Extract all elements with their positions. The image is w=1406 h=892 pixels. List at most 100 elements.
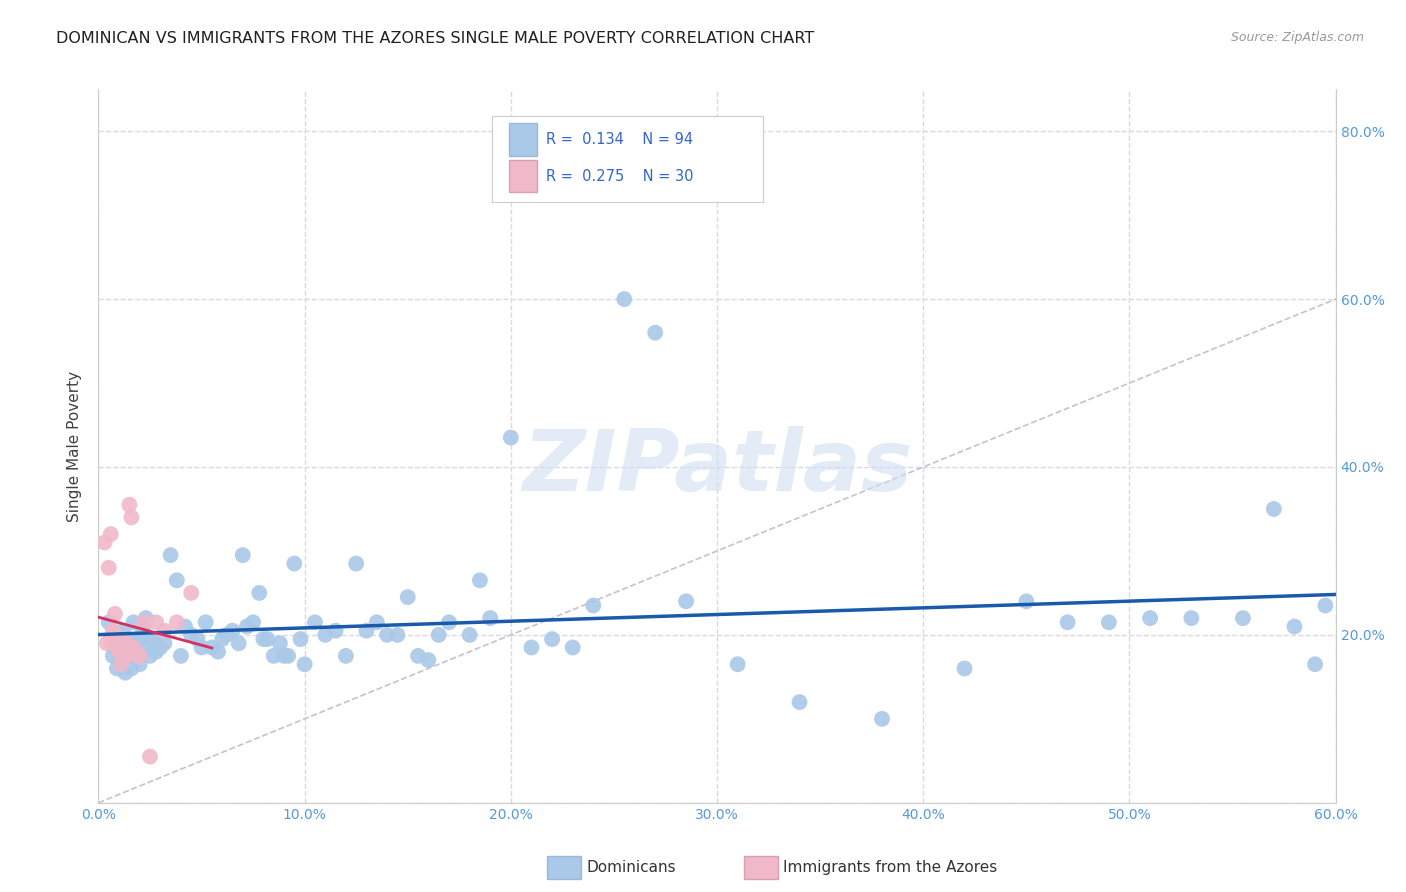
Point — [132, 619, 155, 633]
Point — [112, 624, 135, 638]
Point — [117, 640, 139, 655]
Text: R =  0.134    N = 94: R = 0.134 N = 94 — [546, 132, 693, 146]
Point — [613, 292, 636, 306]
Point — [221, 624, 243, 638]
Point — [520, 640, 543, 655]
Point — [128, 648, 150, 663]
Point — [468, 574, 491, 588]
Point — [149, 640, 172, 655]
Point — [131, 628, 153, 642]
Point — [120, 661, 142, 675]
Point — [180, 628, 202, 642]
Point — [344, 557, 367, 571]
Point — [110, 657, 132, 672]
Point — [136, 640, 159, 655]
Point — [122, 615, 145, 630]
Point — [1232, 611, 1254, 625]
Point — [256, 632, 278, 646]
Point — [100, 527, 122, 541]
Point — [122, 640, 145, 655]
Point — [561, 640, 583, 655]
Point — [105, 661, 128, 675]
Point — [112, 632, 135, 646]
Point — [108, 645, 131, 659]
Point — [110, 628, 132, 642]
Point — [236, 619, 259, 633]
Point — [145, 645, 167, 659]
Point — [96, 636, 118, 650]
Point — [101, 636, 124, 650]
Point — [114, 648, 136, 663]
Point — [1139, 611, 1161, 625]
Point — [186, 632, 208, 646]
Point — [1315, 599, 1337, 613]
Point — [1056, 615, 1078, 630]
Point — [335, 648, 357, 663]
Point — [228, 636, 250, 650]
Point — [190, 640, 212, 655]
Text: DOMINICAN VS IMMIGRANTS FROM THE AZORES SINGLE MALE POVERTY CORRELATION CHART: DOMINICAN VS IMMIGRANTS FROM THE AZORES … — [56, 31, 814, 46]
Point — [127, 648, 149, 663]
Point — [139, 749, 162, 764]
Point — [128, 648, 150, 663]
Point — [118, 636, 141, 650]
Point — [127, 632, 149, 646]
Point — [211, 632, 233, 646]
Point — [418, 653, 440, 667]
Point — [1284, 619, 1306, 633]
Point — [247, 586, 270, 600]
Point — [269, 636, 291, 650]
Point — [132, 615, 155, 630]
Point — [406, 648, 429, 663]
Point — [1180, 611, 1202, 625]
Point — [294, 657, 316, 672]
Point — [325, 624, 347, 638]
Point — [105, 632, 128, 646]
Point — [108, 640, 131, 655]
Point — [104, 640, 127, 655]
Point — [101, 624, 124, 638]
Point — [104, 628, 127, 642]
Point — [97, 560, 120, 574]
Point — [387, 628, 409, 642]
Point — [727, 657, 749, 672]
Point — [870, 712, 893, 726]
Point — [108, 632, 131, 646]
Point — [166, 574, 188, 588]
Point — [541, 632, 564, 646]
Point — [118, 498, 141, 512]
Text: Dominicans: Dominicans — [586, 860, 676, 874]
Point — [644, 326, 666, 340]
Point — [201, 640, 224, 655]
Point — [128, 657, 150, 672]
Point — [194, 615, 217, 630]
Point — [277, 648, 299, 663]
Text: Immigrants from the Azores: Immigrants from the Azores — [783, 860, 997, 874]
Point — [114, 665, 136, 680]
Point — [290, 632, 312, 646]
Point — [304, 615, 326, 630]
Point — [141, 636, 163, 650]
Point — [1098, 615, 1121, 630]
Point — [356, 624, 378, 638]
Point — [108, 653, 131, 667]
Point — [396, 590, 419, 604]
Point — [499, 431, 522, 445]
Point — [110, 640, 132, 655]
Point — [953, 661, 976, 675]
Point — [145, 615, 167, 630]
Point — [437, 615, 460, 630]
Point — [117, 640, 139, 655]
Point — [120, 510, 142, 524]
Point — [153, 636, 176, 650]
Text: Source: ZipAtlas.com: Source: ZipAtlas.com — [1230, 31, 1364, 45]
Point — [166, 615, 188, 630]
Point — [105, 636, 128, 650]
Text: R =  0.275    N = 30: R = 0.275 N = 30 — [546, 169, 693, 184]
Point — [207, 645, 229, 659]
Point — [1263, 502, 1285, 516]
Point — [124, 640, 146, 655]
Y-axis label: Single Male Poverty: Single Male Poverty — [67, 370, 83, 522]
Point — [159, 548, 181, 562]
Point — [458, 628, 481, 642]
